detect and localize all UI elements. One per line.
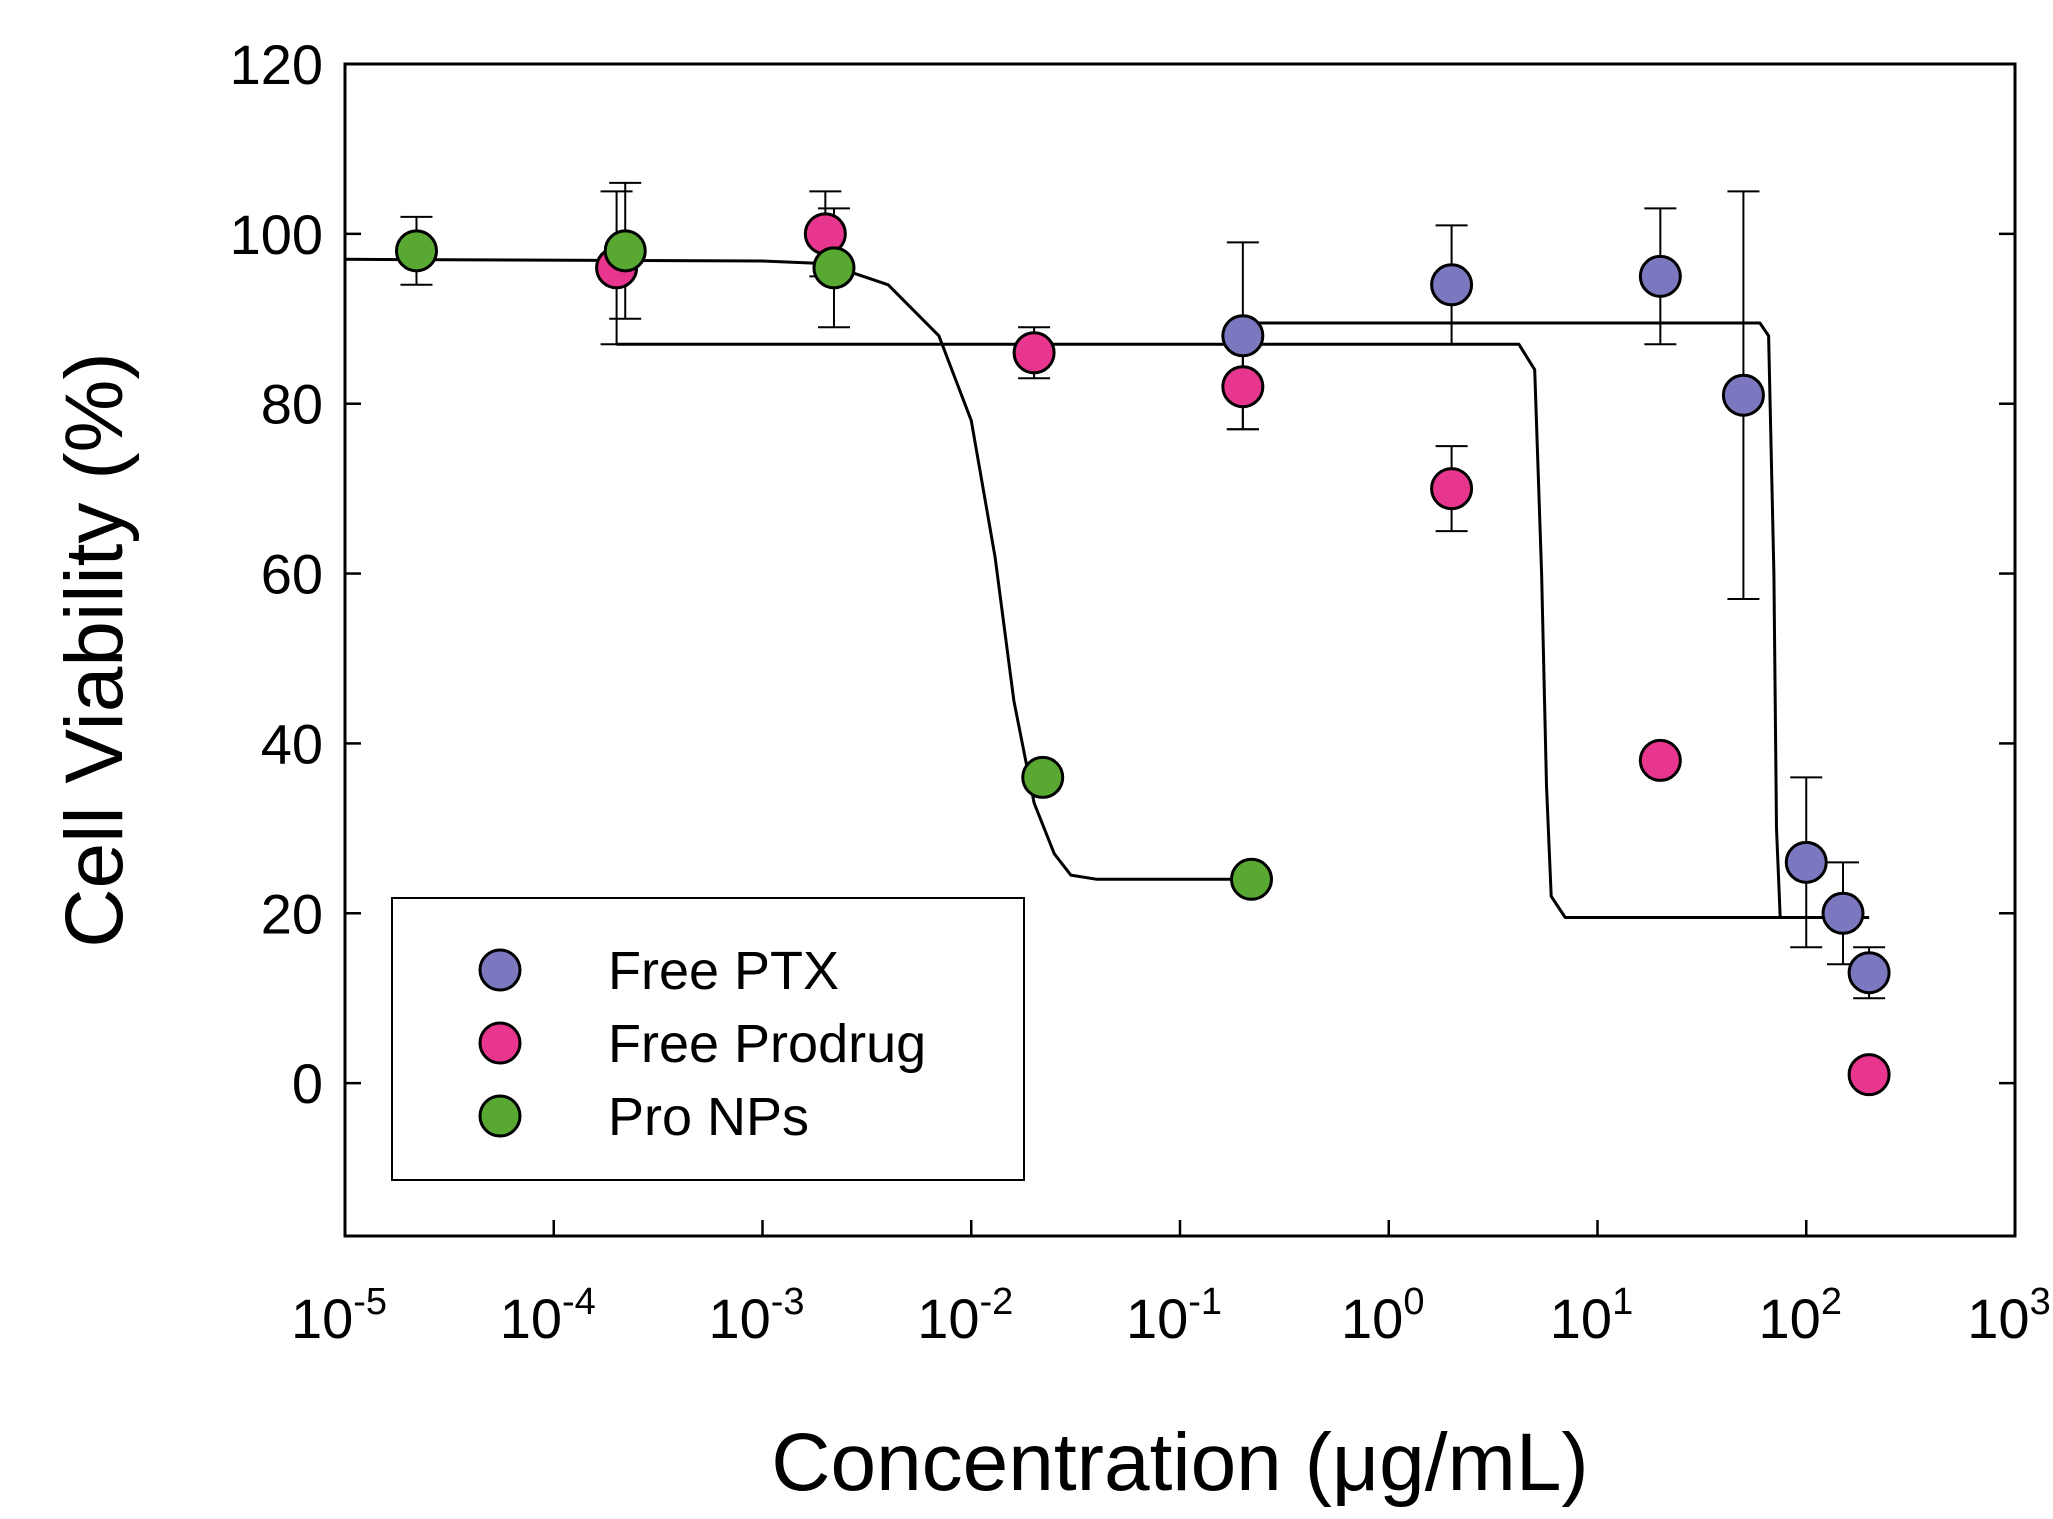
data-point-pro-nps bbox=[812, 246, 856, 290]
y-axis-ticks: 0 20 40 60 80 100 120 bbox=[230, 33, 2015, 1115]
data-point-free-prodrug bbox=[1847, 1053, 1891, 1097]
data-point-free-ptx bbox=[1784, 840, 1828, 884]
data-point-free-ptx bbox=[1221, 314, 1265, 358]
data-points bbox=[394, 212, 1891, 1097]
legend-marker-free-ptx bbox=[478, 948, 522, 992]
data-point-free-ptx bbox=[1430, 263, 1474, 307]
data-point-free-ptx bbox=[1821, 891, 1865, 935]
x-axis-ticks: 10-5 10-4 10-3 10-2 10-1 100 101 102 103 bbox=[291, 1220, 2051, 1350]
y-tick-label: 20 bbox=[261, 882, 323, 945]
x-tick-label: 10-5 bbox=[291, 1281, 387, 1350]
y-tick-label: 80 bbox=[261, 373, 323, 436]
data-point-pro-nps bbox=[603, 229, 647, 273]
x-tick-label: 101 bbox=[1550, 1281, 1633, 1350]
data-point-free-prodrug bbox=[1638, 738, 1682, 782]
error-bars bbox=[400, 181, 1886, 1000]
legend-marker-pro-nps bbox=[478, 1094, 522, 1138]
data-point-pro-nps bbox=[1021, 755, 1065, 799]
x-axis-title: Concentration (μg/mL) bbox=[771, 1417, 1588, 1508]
y-axis-title: Cell Viability (%) bbox=[49, 352, 140, 947]
x-tick-label: 102 bbox=[1759, 1281, 1842, 1350]
x-tick-label: 10-2 bbox=[917, 1281, 1013, 1350]
data-point-free-prodrug bbox=[1221, 365, 1265, 409]
y-tick-label: 60 bbox=[261, 543, 323, 606]
y-tick-label: 120 bbox=[230, 33, 323, 96]
x-tick-label: 100 bbox=[1341, 1281, 1424, 1350]
y-tick-label: 0 bbox=[292, 1052, 323, 1115]
data-point-free-prodrug bbox=[1012, 331, 1056, 375]
fit-curve-free-prodrug bbox=[616, 342, 1870, 919]
data-point-free-ptx bbox=[1847, 951, 1891, 995]
legend: Free PTX Free Prodrug Pro NPs bbox=[391, 897, 1025, 1181]
fit-curve-free-ptx bbox=[1242, 321, 1870, 919]
legend-marker-free-prodrug bbox=[478, 1021, 522, 1065]
legend-label-free-ptx: Free PTX bbox=[608, 941, 839, 1001]
data-point-pro-nps bbox=[394, 229, 438, 273]
data-point-free-prodrug bbox=[1430, 467, 1474, 511]
data-point-free-ptx bbox=[1638, 254, 1682, 298]
fit-curve-pro-nps bbox=[344, 257, 1252, 881]
legend-label-free-prodrug: Free Prodrug bbox=[608, 1014, 926, 1074]
x-tick-label: 10-1 bbox=[1126, 1281, 1222, 1350]
x-tick-label: 10-3 bbox=[708, 1281, 804, 1350]
x-tick-label: 10-4 bbox=[500, 1281, 596, 1350]
legend-label-pro-nps: Pro NPs bbox=[608, 1087, 809, 1147]
fit-curves bbox=[344, 257, 1870, 919]
data-point-free-ptx bbox=[1721, 373, 1765, 417]
x-tick-label: 103 bbox=[1967, 1281, 2050, 1350]
data-point-pro-nps bbox=[1229, 857, 1273, 901]
y-tick-label: 100 bbox=[230, 203, 323, 266]
y-tick-label: 40 bbox=[261, 712, 323, 775]
